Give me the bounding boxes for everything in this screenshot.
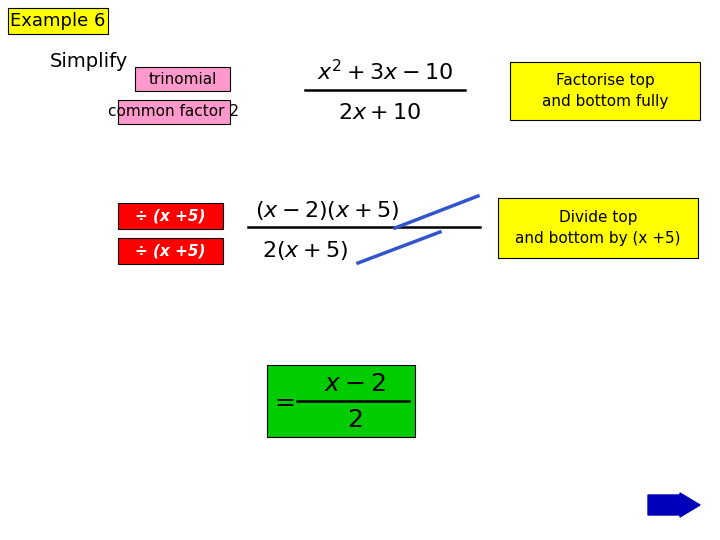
Text: $(x-2)(x+5)$: $(x-2)(x+5)$	[255, 199, 399, 221]
Text: $x^2+3x-10$: $x^2+3x-10$	[317, 59, 453, 85]
Text: $2$: $2$	[347, 408, 363, 432]
Text: common factor 2: common factor 2	[109, 105, 240, 119]
Text: $=$: $=$	[271, 389, 296, 413]
Text: ÷ (x +5): ÷ (x +5)	[135, 208, 206, 224]
Text: $x-2$: $x-2$	[324, 372, 386, 396]
Text: ÷ (x +5): ÷ (x +5)	[135, 244, 206, 259]
FancyArrow shape	[648, 493, 700, 517]
Text: trinomial: trinomial	[148, 71, 217, 86]
FancyBboxPatch shape	[8, 8, 108, 34]
FancyBboxPatch shape	[498, 198, 698, 258]
Text: Example 6: Example 6	[10, 12, 106, 30]
Text: Divide top
and bottom by (x +5): Divide top and bottom by (x +5)	[516, 210, 680, 246]
FancyBboxPatch shape	[118, 238, 223, 264]
FancyBboxPatch shape	[135, 67, 230, 91]
Text: Factorise top
and bottom fully: Factorise top and bottom fully	[542, 73, 668, 109]
Text: $2x+10$: $2x+10$	[338, 103, 422, 123]
FancyBboxPatch shape	[510, 62, 700, 120]
FancyBboxPatch shape	[118, 100, 230, 124]
Text: $2(x+5)$: $2(x+5)$	[262, 239, 348, 261]
FancyBboxPatch shape	[118, 203, 223, 229]
Text: Simplify: Simplify	[50, 52, 128, 71]
FancyBboxPatch shape	[267, 365, 415, 437]
